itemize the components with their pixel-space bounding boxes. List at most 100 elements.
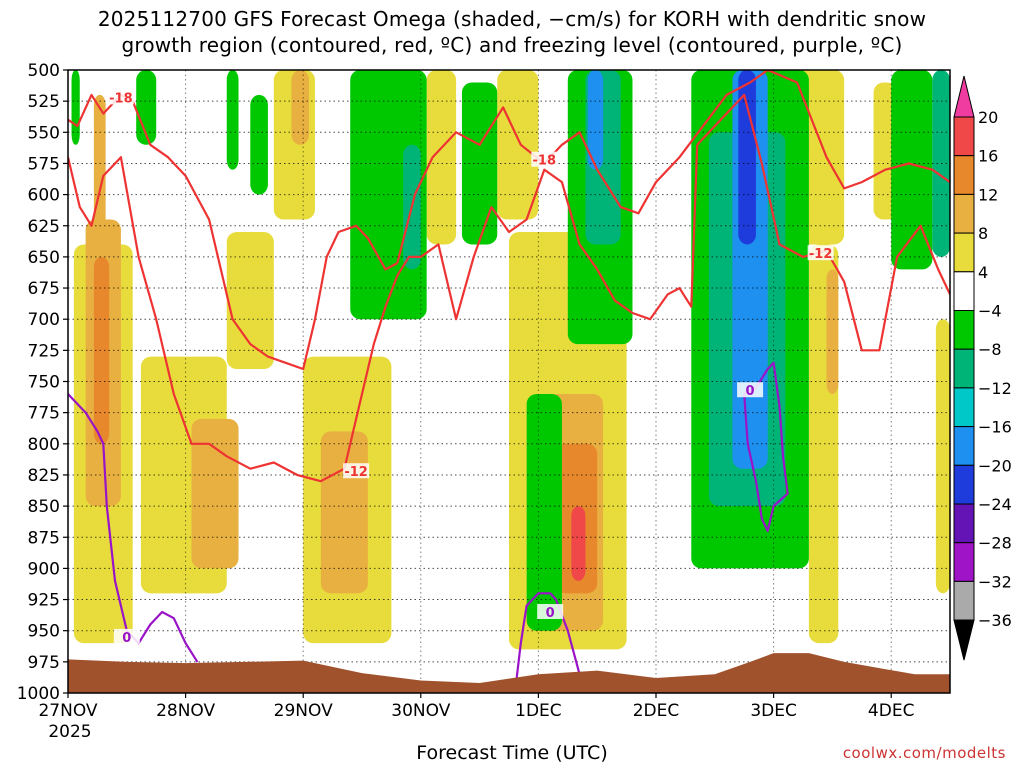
colorbar-label-9: −20 xyxy=(978,456,1012,475)
y-tick-label-500: 500 xyxy=(28,61,60,81)
shade-region-31 xyxy=(526,393,562,631)
contour-label-3: -12 xyxy=(809,247,833,262)
contour-label-bg-0 xyxy=(107,89,134,105)
shade-region-24 xyxy=(71,70,80,145)
y-tick-label-725: 725 xyxy=(28,341,60,361)
y-tick-label-750: 750 xyxy=(28,373,60,393)
shade-region-39 xyxy=(891,70,933,270)
x-tick-sublabel-27NOV: 2025 xyxy=(48,722,91,742)
shade-region-2 xyxy=(93,256,110,444)
y-tick-label-925: 925 xyxy=(28,591,60,611)
contour-5 xyxy=(513,592,593,693)
colorbar-band-9 xyxy=(953,426,975,466)
contour-label-5: 0 xyxy=(546,606,555,621)
y-tick-label-700: 700 xyxy=(28,310,60,330)
y-tick-label-625: 625 xyxy=(28,217,60,237)
colorbar-label-4: 4 xyxy=(978,263,988,282)
terrain-fill xyxy=(68,653,950,693)
y-tick-label-975: 975 xyxy=(28,653,60,673)
colorbar-band-10 xyxy=(953,464,975,505)
y-axis: 500 525 550 575 600 625 650 675 700 725 750 775 800 8… xyxy=(17,61,68,704)
x-tick-label-2DEC: 2DEC xyxy=(633,701,680,721)
contour-label-bg-6 xyxy=(737,382,764,398)
terrain-area xyxy=(68,653,950,693)
contour-lines: -18 -18 -12 -12 0 0 0 xyxy=(68,70,950,693)
y-tick-label-525: 525 xyxy=(28,92,60,112)
contour-2 xyxy=(68,144,699,483)
y-tick-label-900: 900 xyxy=(28,559,60,579)
x-axis-title: Forecast Time (UTC) xyxy=(416,742,608,764)
colorbar: 20 16 12 8 4 −4 −8 −12 −16 −20 −24 −28 −32 −36 xyxy=(953,75,1012,661)
contour-label-0: -18 xyxy=(109,91,133,106)
contour-6 xyxy=(743,361,789,533)
x-tick-label-29NOV: 29NOV xyxy=(274,701,333,721)
colorbar-label-1: 16 xyxy=(978,147,998,166)
shade-region-21 xyxy=(826,269,839,394)
y-tick-label-800: 800 xyxy=(28,435,60,455)
colorbar-band-11 xyxy=(953,503,975,544)
chart-title: 2025112700 GFS Forecast Omega (shaded, −… xyxy=(0,6,1024,58)
colorbar-label-6: −8 xyxy=(978,340,1002,359)
colorbar-label-10: −24 xyxy=(978,495,1012,514)
contour-1 xyxy=(396,70,950,264)
contour-label-bg-5 xyxy=(537,604,564,620)
contour-label-1: -18 xyxy=(533,154,557,169)
y-tick-label-600: 600 xyxy=(28,186,60,206)
colorbar-label-8: −16 xyxy=(978,418,1012,437)
y-tick-label-1000: 1000 xyxy=(17,684,60,704)
colorbar-band-7 xyxy=(953,348,975,389)
y-tick-label-875: 875 xyxy=(28,528,60,548)
contour-label-6: 0 xyxy=(746,384,755,399)
omega-shading xyxy=(71,70,950,650)
shade-region-30 xyxy=(461,82,498,245)
shade-region-34 xyxy=(587,70,604,170)
shade-region-8 xyxy=(291,70,310,145)
shade-region-10 xyxy=(320,431,368,594)
y-tick-label-575: 575 xyxy=(28,154,60,174)
colorbar-band-1 xyxy=(953,116,975,157)
x-tick-label-28NOV: 28NOV xyxy=(156,701,215,721)
x-tick-label-1DEC: 1DEC xyxy=(515,701,562,721)
colorbar-label-12: −32 xyxy=(978,572,1012,591)
colorbar-band-5 xyxy=(953,271,975,311)
colorbar-label-11: −28 xyxy=(978,534,1012,553)
chart-title-line1: 2025112700 GFS Forecast Omega (shaded, −… xyxy=(97,7,927,31)
colorbar-band-8 xyxy=(953,387,975,428)
colorbar-label-7: −12 xyxy=(978,379,1012,398)
contour-label-bg-4 xyxy=(113,628,140,644)
colorbar-band-2 xyxy=(953,155,975,195)
x-tick-label-27NOV: 27NOV xyxy=(38,701,97,721)
shade-region-25 xyxy=(136,70,157,145)
contour-label-bg-3 xyxy=(807,245,834,261)
colorbar-label-2: 12 xyxy=(978,185,998,204)
shade-region-5 xyxy=(191,418,239,569)
y-tick-label-550: 550 xyxy=(28,123,60,143)
shade-region-3 xyxy=(93,94,106,245)
colorbar-top-arrow xyxy=(953,75,975,118)
colorbar-label-3: 8 xyxy=(978,224,988,243)
source-credit: coolwx.com/modelts xyxy=(842,744,1006,762)
y-tick-label-775: 775 xyxy=(28,404,60,424)
colorbar-label-0: 20 xyxy=(978,108,998,127)
shade-region-12 xyxy=(426,70,457,245)
y-tick-label-675: 675 xyxy=(28,279,60,299)
x-tick-label-3DEC: 3DEC xyxy=(750,701,797,721)
contour-label-4: 0 xyxy=(122,631,131,646)
y-tick-label-650: 650 xyxy=(28,248,60,268)
colorbar-band-3 xyxy=(953,193,975,234)
shade-region-17 xyxy=(571,506,586,581)
shade-region-27 xyxy=(250,94,268,195)
shade-region-38 xyxy=(738,70,756,245)
colorbar-bottom-arrow xyxy=(953,619,975,661)
y-tick-label-825: 825 xyxy=(28,466,60,486)
shade-region-13 xyxy=(497,70,539,220)
colorbar-band-12 xyxy=(953,542,975,582)
x-tick-label-30NOV: 30NOV xyxy=(391,701,450,721)
shade-region-23 xyxy=(935,319,950,594)
shade-region-26 xyxy=(226,70,239,170)
contour-label-bg-1 xyxy=(531,151,558,167)
chart-title-line2: growth region (contoured, red, ºC) and f… xyxy=(121,33,903,57)
colorbar-band-6 xyxy=(953,310,975,350)
